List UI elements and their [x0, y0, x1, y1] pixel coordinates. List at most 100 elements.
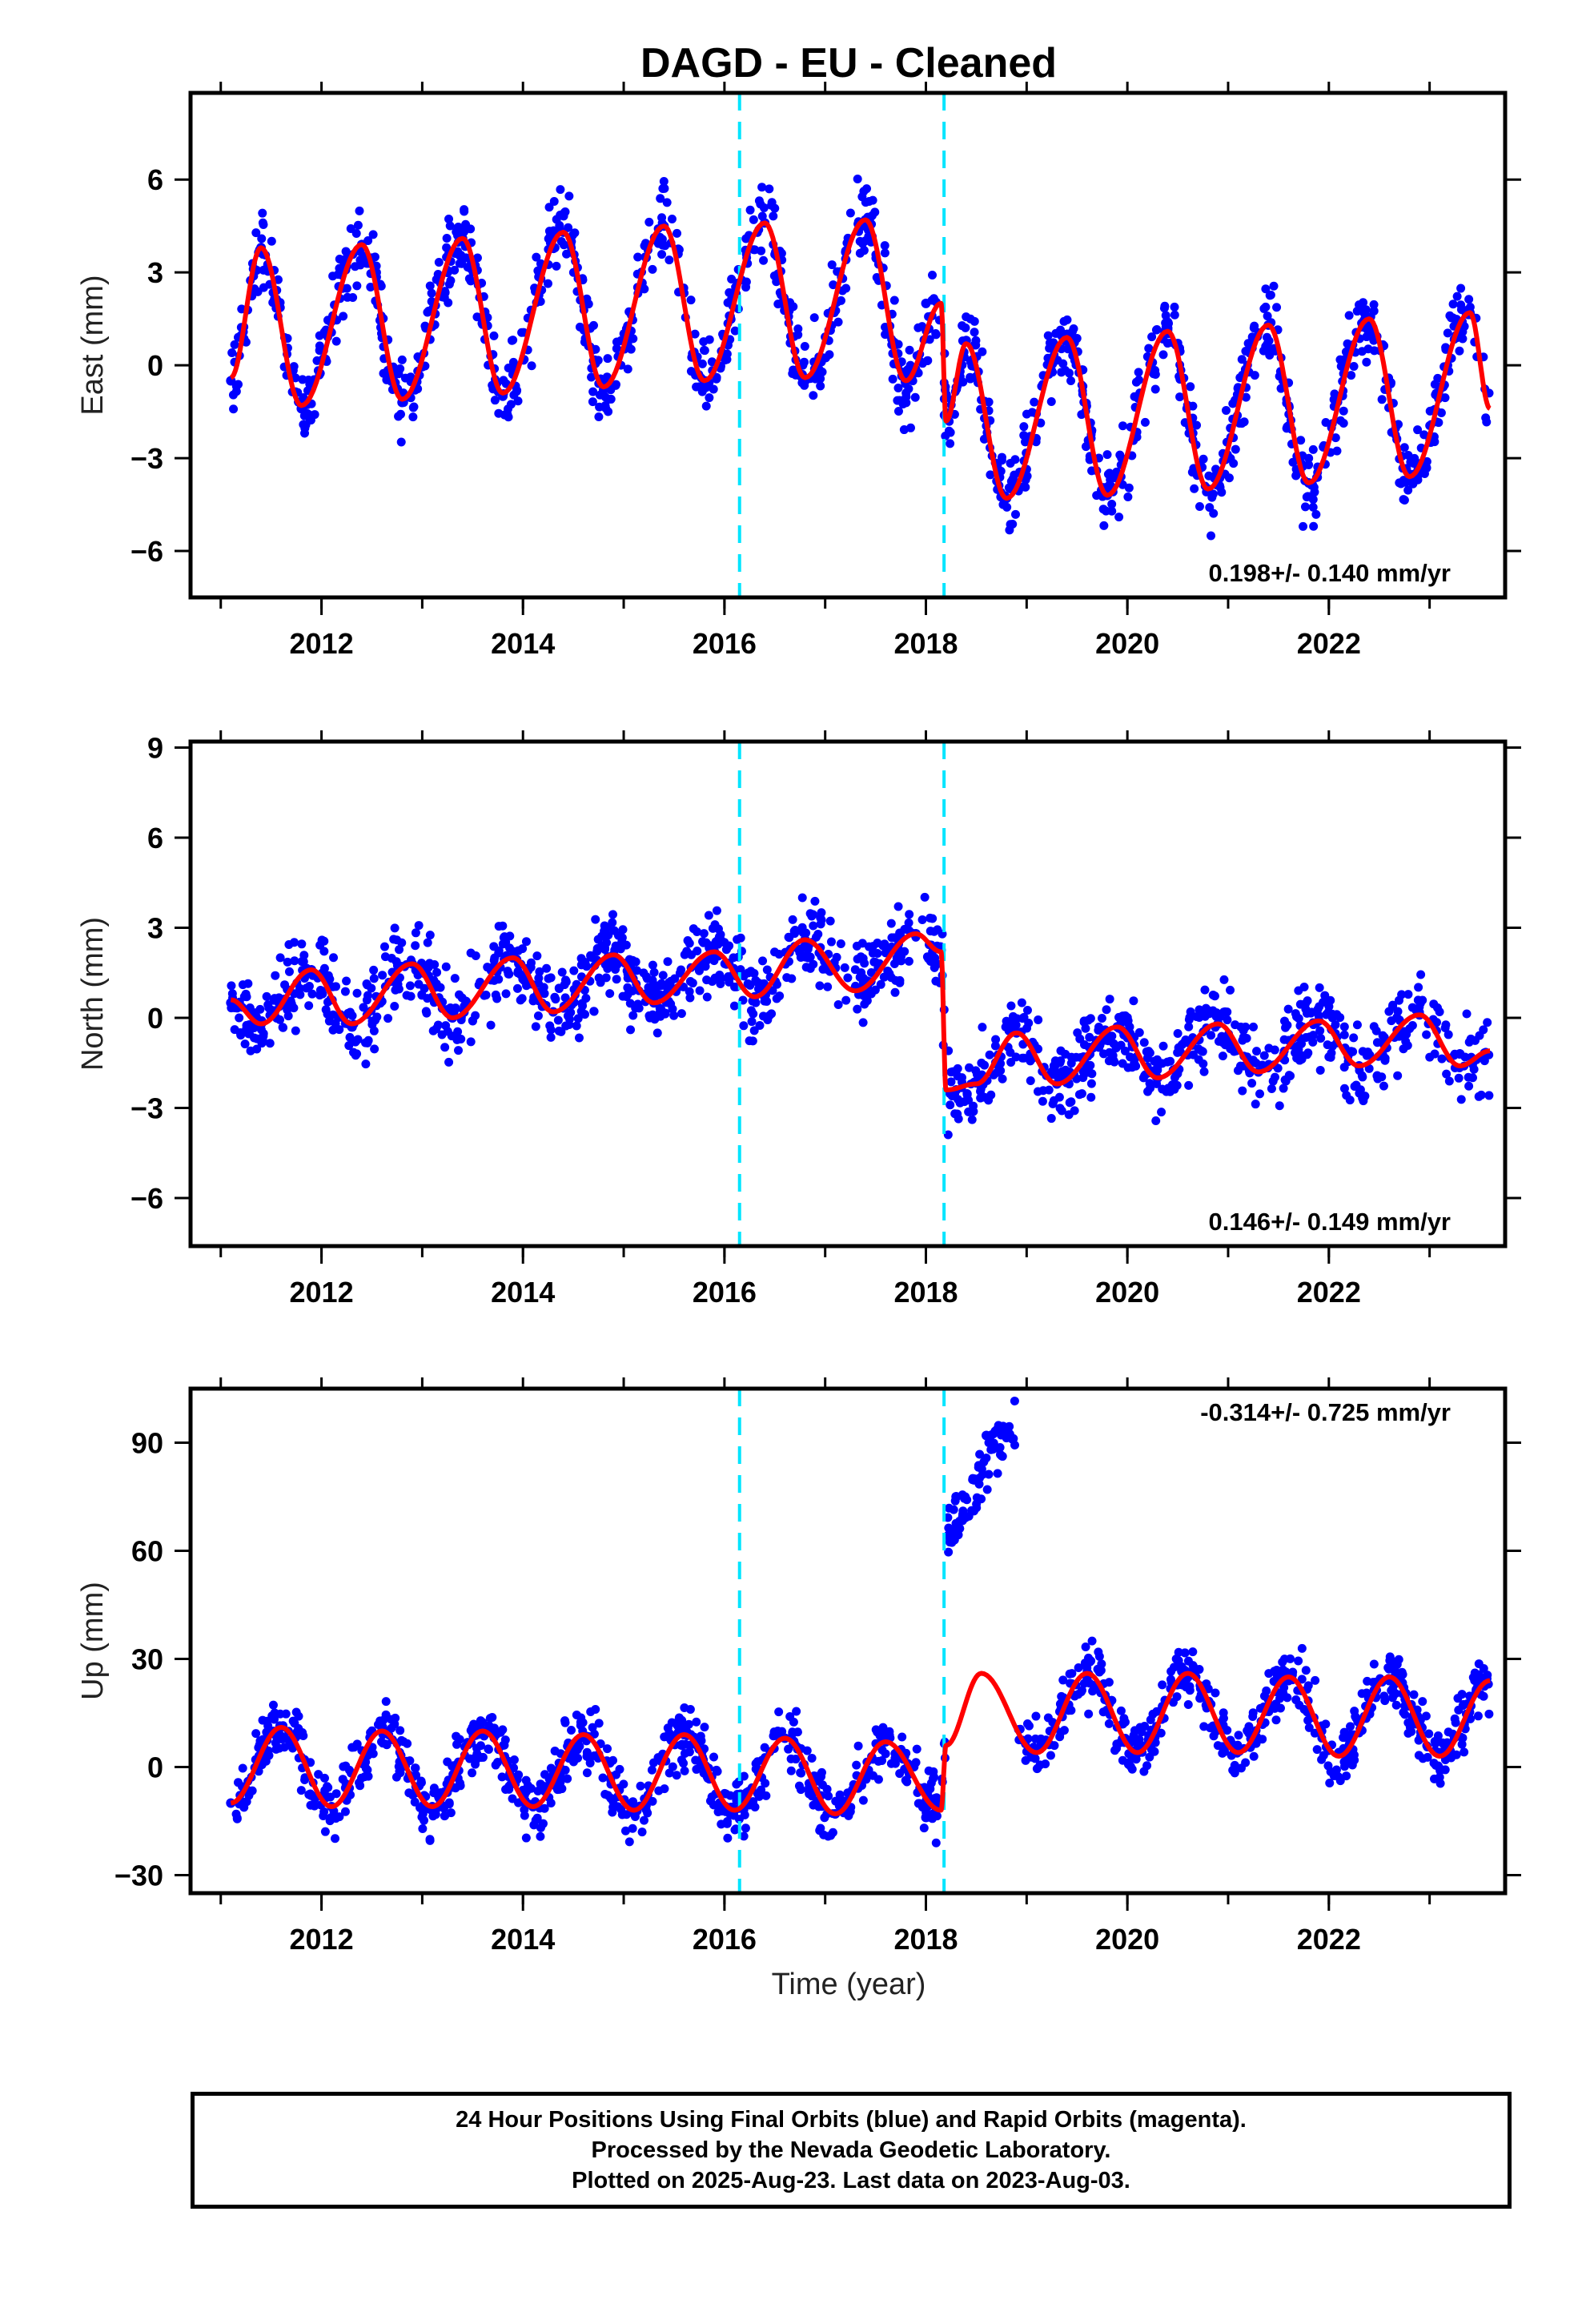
east-data-point — [1362, 332, 1371, 342]
up-data-point — [497, 1772, 507, 1782]
east-data-point — [1150, 366, 1160, 376]
up-data-point — [271, 1739, 280, 1748]
north-data-point — [758, 956, 768, 966]
east-data-point — [626, 344, 636, 354]
up-rate-label: -0.314+/- 0.725 mm/yr — [1200, 1398, 1451, 1426]
up-data-point — [416, 1778, 426, 1787]
north-data-point — [440, 1043, 450, 1052]
east-data-point — [1161, 311, 1170, 320]
east-data-point — [1452, 292, 1462, 301]
east-data-point — [809, 313, 819, 323]
east-data-point — [504, 364, 513, 373]
east-data-point — [1190, 484, 1199, 493]
north-data-point — [1339, 1063, 1349, 1072]
up-data-point — [1166, 1667, 1176, 1676]
up-data-point — [294, 1711, 303, 1721]
footer-box: 24 Hour Positions Using Final Orbits (bl… — [191, 2092, 1512, 2209]
up-data-point — [921, 1812, 931, 1823]
east-data-point — [544, 203, 554, 212]
north-data-point — [813, 929, 823, 939]
north-data-point — [772, 994, 781, 1003]
east-data-point — [653, 239, 663, 248]
east-data-point — [366, 282, 375, 292]
up-data-point — [576, 1721, 585, 1731]
north-data-point — [805, 952, 815, 962]
north-data-point — [1048, 1099, 1058, 1108]
north-data-point — [926, 913, 935, 923]
north-data-point — [383, 1014, 393, 1023]
east-data-point — [258, 218, 267, 227]
east-data-point — [1030, 397, 1039, 407]
north-data-point — [1157, 1108, 1166, 1117]
north-data-point — [1348, 1047, 1358, 1056]
north-data-point — [421, 1007, 431, 1016]
east-data-point — [966, 374, 975, 384]
up-data-point — [1094, 1667, 1104, 1677]
up-data-point — [944, 1523, 954, 1533]
up-data-point — [1275, 1703, 1285, 1713]
north-data-point — [1078, 1067, 1088, 1076]
up-data-point — [440, 1811, 450, 1820]
east-data-point — [1010, 455, 1020, 464]
east-data-point — [1250, 371, 1259, 380]
north-x-tick-label: 2014 — [491, 1276, 555, 1309]
east-data-point — [656, 194, 665, 203]
east-data-point — [570, 228, 580, 238]
north-data-point — [444, 1057, 454, 1067]
north-data-point — [826, 937, 836, 947]
north-data-point — [1315, 1065, 1325, 1075]
north-data-point — [560, 993, 570, 1003]
up-data-point — [1129, 1731, 1138, 1740]
up-data-point — [347, 1743, 357, 1752]
north-data-point — [991, 1035, 1001, 1044]
north-data-point — [592, 947, 602, 956]
up-data-point — [912, 1744, 921, 1754]
north-data-point — [1358, 1072, 1367, 1082]
north-data-point — [736, 933, 745, 943]
east-data-point — [893, 340, 903, 349]
north-data-point — [370, 1044, 379, 1054]
north-data-point — [634, 1003, 644, 1013]
east-y-axis-label: East (mm) — [76, 275, 110, 415]
up-data-point — [805, 1783, 814, 1792]
north-data-point — [998, 1074, 1007, 1084]
north-data-point — [823, 982, 833, 991]
north-data-point — [745, 980, 755, 990]
east-data-point — [893, 384, 903, 393]
up-data-point — [1343, 1757, 1352, 1767]
east-data-point — [513, 396, 523, 406]
up-data-point — [1195, 1694, 1205, 1703]
north-y-axis-label: North (mm) — [76, 917, 110, 1071]
north-data-point — [1294, 1014, 1303, 1023]
east-data-point — [1066, 376, 1076, 386]
up-data-point — [1156, 1728, 1166, 1738]
north-data-point — [369, 965, 379, 975]
up-data-point — [681, 1739, 690, 1749]
north-data-point — [1126, 1052, 1135, 1062]
up-data-point — [873, 1775, 883, 1784]
north-data-point — [1223, 1007, 1232, 1017]
east-data-point — [1335, 355, 1345, 364]
north-data-point — [621, 940, 631, 950]
east-data-point — [1199, 454, 1208, 464]
north-data-point — [1219, 975, 1229, 984]
east-data-point — [543, 279, 552, 288]
east-data-point — [1008, 474, 1018, 484]
up-data-point — [873, 1756, 883, 1766]
east-data-point — [396, 409, 405, 419]
north-y-tick-label: 0 — [147, 1002, 163, 1035]
up-data-point — [1460, 1747, 1469, 1757]
north-data-point — [1327, 1013, 1337, 1023]
east-data-point — [1362, 357, 1371, 367]
east-data-point — [1336, 361, 1346, 371]
up-data-point — [993, 1469, 1002, 1478]
up-data-point — [560, 1765, 570, 1775]
up-data-point — [1299, 1705, 1309, 1715]
north-data-point — [1384, 1007, 1394, 1016]
east-data-point — [692, 382, 701, 392]
east-data-point — [588, 387, 598, 396]
up-data-point — [251, 1729, 261, 1739]
north-data-point — [879, 972, 889, 982]
east-data-point — [1335, 416, 1345, 425]
up-data-point — [584, 1753, 594, 1763]
